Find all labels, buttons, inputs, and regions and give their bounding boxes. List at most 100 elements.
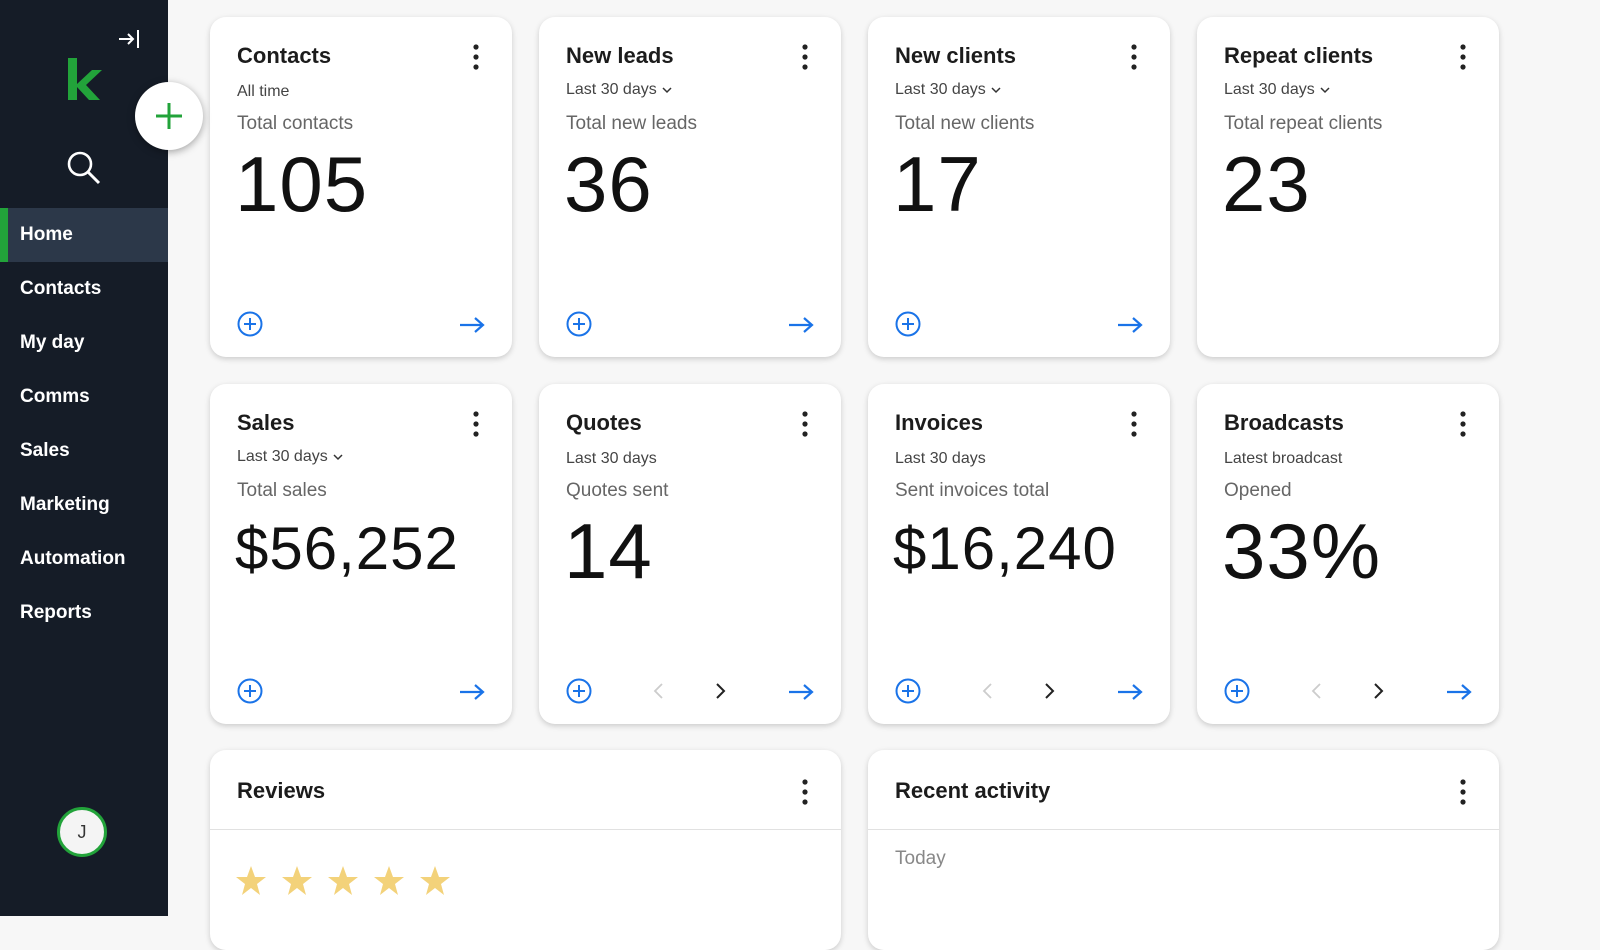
period-dropdown[interactable]: Last 30 days bbox=[1224, 81, 1330, 99]
sidebar-item-sales[interactable]: Sales bbox=[20, 440, 70, 461]
card-metric-label: Total sales bbox=[237, 480, 327, 501]
avatar[interactable]: J bbox=[57, 807, 107, 857]
card-title: Repeat clients bbox=[1224, 43, 1374, 68]
sidebar-item-my-day[interactable]: My day bbox=[20, 332, 85, 353]
card-metric-value: $16,240 bbox=[893, 515, 1117, 582]
arrow-right-icon[interactable] bbox=[787, 682, 815, 702]
card-title: Sales bbox=[237, 410, 295, 435]
more-options-icon[interactable] bbox=[470, 410, 482, 440]
add-circle-icon[interactable] bbox=[566, 311, 592, 337]
chevron-right-icon[interactable] bbox=[712, 682, 728, 700]
sidebar-item-automation[interactable]: Automation bbox=[20, 548, 126, 569]
quick-add-button[interactable] bbox=[135, 82, 203, 150]
sales-card: Sales Last 30 days Total sales $56,252 bbox=[210, 384, 512, 724]
period-label: Last 30 days bbox=[1224, 81, 1315, 99]
card-metric-value: 36 bbox=[564, 140, 653, 228]
card-period: Last 30 days bbox=[895, 450, 986, 467]
card-title: Reviews bbox=[237, 778, 326, 803]
period-dropdown[interactable]: Last 30 days bbox=[566, 81, 672, 99]
divider bbox=[868, 829, 1499, 830]
add-circle-icon[interactable] bbox=[895, 678, 921, 704]
more-options-icon[interactable] bbox=[1457, 410, 1469, 440]
add-circle-icon[interactable] bbox=[566, 678, 592, 704]
collapse-sidebar-icon[interactable] bbox=[116, 26, 142, 52]
card-title: Recent activity bbox=[895, 778, 1051, 803]
plus-icon bbox=[156, 103, 182, 129]
card-title: Invoices bbox=[895, 410, 984, 435]
chevron-right-icon[interactable] bbox=[1041, 682, 1057, 700]
arrow-right-icon[interactable] bbox=[1116, 315, 1144, 335]
card-metric-value: 17 bbox=[893, 140, 982, 228]
sidebar-nav: Home Contacts My day Comms Sales Marketi… bbox=[0, 208, 168, 640]
card-metric-label: Total contacts bbox=[237, 113, 354, 134]
chevron-left-icon[interactable] bbox=[1309, 682, 1325, 700]
more-options-icon[interactable] bbox=[799, 410, 811, 440]
star-rating bbox=[235, 864, 455, 905]
arrow-right-icon[interactable] bbox=[1445, 682, 1473, 702]
divider bbox=[210, 829, 841, 830]
more-options-icon[interactable] bbox=[799, 778, 811, 808]
card-metric-label: Opened bbox=[1224, 480, 1292, 501]
card-metric-value: $56,252 bbox=[235, 515, 459, 582]
chevron-down-icon bbox=[1320, 81, 1330, 99]
card-title: Contacts bbox=[237, 43, 332, 68]
sidebar-item-marketing[interactable]: Marketing bbox=[20, 494, 110, 515]
add-circle-icon[interactable] bbox=[895, 311, 921, 337]
period-dropdown[interactable]: Last 30 days bbox=[237, 448, 343, 466]
period-label: Last 30 days bbox=[237, 448, 328, 466]
star-icon bbox=[374, 866, 404, 895]
add-circle-icon[interactable] bbox=[1224, 678, 1250, 704]
card-metric-label: Sent invoices total bbox=[895, 480, 1050, 501]
card-metric-value: 14 bbox=[564, 507, 653, 595]
invoices-card: Invoices Last 30 days Sent invoices tota… bbox=[868, 384, 1170, 724]
more-options-icon[interactable] bbox=[799, 43, 811, 73]
chevron-left-icon[interactable] bbox=[980, 682, 996, 700]
star-icon bbox=[236, 866, 266, 895]
card-title: Quotes bbox=[566, 410, 642, 435]
card-metric-value: 105 bbox=[235, 140, 369, 228]
arrow-right-icon[interactable] bbox=[1116, 682, 1144, 702]
star-icon bbox=[328, 866, 358, 895]
more-options-icon[interactable] bbox=[1457, 778, 1469, 808]
card-metric-label: Total new clients bbox=[895, 113, 1035, 134]
chevron-down-icon bbox=[662, 81, 672, 99]
broadcasts-card: Broadcasts Latest broadcast Opened 33% bbox=[1197, 384, 1499, 724]
card-title: New leads bbox=[566, 43, 674, 68]
sidebar-item-contacts[interactable]: Contacts bbox=[20, 278, 102, 299]
activity-group-label: Today bbox=[895, 848, 946, 869]
chevron-right-icon[interactable] bbox=[1370, 682, 1386, 700]
sidebar-item-reports[interactable]: Reports bbox=[20, 602, 92, 623]
repeat-clients-card: Repeat clients Last 30 days Total repeat… bbox=[1197, 17, 1499, 357]
add-circle-icon[interactable] bbox=[237, 311, 263, 337]
keap-logo[interactable] bbox=[64, 56, 104, 102]
chevron-left-icon[interactable] bbox=[651, 682, 667, 700]
more-options-icon[interactable] bbox=[470, 43, 482, 73]
new-leads-card: New leads Last 30 days Total new leads 3… bbox=[539, 17, 841, 357]
card-metric-label: Total repeat clients bbox=[1224, 113, 1383, 134]
search-icon[interactable] bbox=[64, 148, 104, 188]
card-metric-label: Total new leads bbox=[566, 113, 697, 134]
add-circle-icon[interactable] bbox=[237, 678, 263, 704]
card-metric-label: Quotes sent bbox=[566, 480, 669, 501]
card-metric-value: 33% bbox=[1222, 507, 1382, 595]
period-dropdown[interactable]: Last 30 days bbox=[895, 81, 1001, 99]
card-title: Broadcasts bbox=[1224, 410, 1344, 435]
star-icon bbox=[420, 866, 450, 895]
more-options-icon[interactable] bbox=[1457, 43, 1469, 73]
chevron-down-icon bbox=[333, 448, 343, 466]
sidebar-item-home[interactable]: Home bbox=[0, 208, 168, 262]
period-label: Last 30 days bbox=[895, 81, 986, 99]
sidebar: Home Contacts My day Comms Sales Marketi… bbox=[0, 0, 168, 916]
more-options-icon[interactable] bbox=[1128, 43, 1140, 73]
contacts-card: Contacts All time Total contacts 105 bbox=[210, 17, 512, 357]
arrow-right-icon[interactable] bbox=[458, 682, 486, 702]
chevron-down-icon bbox=[991, 81, 1001, 99]
card-period: All time bbox=[237, 83, 290, 100]
arrow-right-icon[interactable] bbox=[458, 315, 486, 335]
arrow-right-icon[interactable] bbox=[787, 315, 815, 335]
sidebar-item-comms[interactable]: Comms bbox=[20, 386, 90, 407]
reviews-card: Reviews bbox=[210, 750, 841, 950]
card-title: New clients bbox=[895, 43, 1017, 68]
more-options-icon[interactable] bbox=[1128, 410, 1140, 440]
card-period: Latest broadcast bbox=[1224, 450, 1343, 467]
